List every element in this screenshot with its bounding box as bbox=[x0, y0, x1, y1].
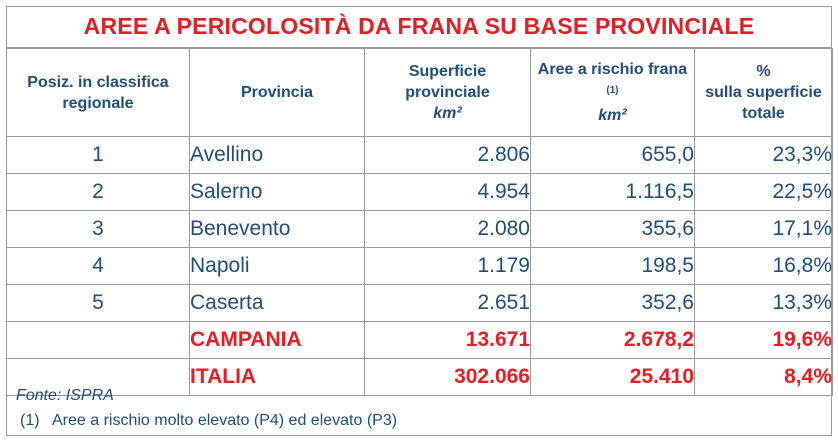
header-risk: Aree a rischio frana (1) km² bbox=[530, 48, 695, 137]
table-row: 3 Benevento 2.080 355,6 17,1% bbox=[6, 210, 833, 248]
percentage-cell: 13,3% bbox=[694, 284, 833, 322]
rank-cell bbox=[6, 358, 190, 396]
rank-cell: 2 bbox=[6, 173, 190, 211]
surface-cell: 4.954 bbox=[364, 173, 531, 211]
landslide-risk-table: Posiz. in classifica regionale Provincia… bbox=[6, 48, 833, 396]
risk-cell: 25.410 bbox=[530, 358, 695, 396]
risk-cell: 352,6 bbox=[530, 284, 695, 322]
province-cell: Caserta bbox=[189, 284, 365, 322]
percentage-cell: 19,6% bbox=[694, 321, 833, 359]
province-cell: Napoli bbox=[189, 247, 365, 285]
risk-note-ref: (1) bbox=[606, 84, 619, 96]
surface-cell: 1.179 bbox=[364, 247, 531, 285]
header-percentage: % sulla superficie totale bbox=[694, 48, 833, 137]
percentage-cell: 16,8% bbox=[694, 247, 833, 285]
province-cell: Salerno bbox=[189, 173, 365, 211]
risk-cell: 355,6 bbox=[530, 210, 695, 248]
table-row: 1 Avellino 2.806 655,0 23,3% bbox=[6, 136, 833, 174]
footnote-number: (1) bbox=[20, 412, 40, 429]
percentage-cell: 23,3% bbox=[694, 136, 833, 174]
table-footer: Fonte: ISPRA (1) Aree a rischio molto el… bbox=[6, 383, 832, 436]
surface-cell: 13.671 bbox=[364, 321, 531, 359]
risk-cell: 198,5 bbox=[530, 247, 695, 285]
total-row-italia: ITALIA 302.066 25.410 8,4% bbox=[6, 358, 833, 396]
percentage-cell: 17,1% bbox=[694, 210, 833, 248]
table-row: 5 Caserta 2.651 352,6 13,3% bbox=[6, 284, 833, 322]
rank-cell: 3 bbox=[6, 210, 190, 248]
risk-cell: 1.116,5 bbox=[530, 173, 695, 211]
total-row-campania: CAMPANIA 13.671 2.678,2 19,6% bbox=[6, 321, 833, 359]
surface-unit: km² bbox=[433, 105, 462, 122]
percentage-cell: 22,5% bbox=[694, 173, 833, 211]
province-cell: Benevento bbox=[189, 210, 365, 248]
rank-cell: 1 bbox=[6, 136, 190, 174]
table-row: 4 Napoli 1.179 198,5 16,8% bbox=[6, 247, 833, 285]
surface-cell: 302.066 bbox=[364, 358, 531, 396]
province-cell: ITALIA bbox=[189, 358, 365, 396]
surface-cell: 2.651 bbox=[364, 284, 531, 322]
header-rank: Posiz. in classifica regionale bbox=[6, 48, 190, 137]
rank-cell bbox=[6, 321, 190, 359]
header-surface: Superficie provinciale km² bbox=[364, 48, 531, 137]
risk-cell: 655,0 bbox=[530, 136, 695, 174]
risk-unit: km² bbox=[598, 107, 627, 125]
risk-cell: 2.678,2 bbox=[530, 321, 695, 359]
province-cell: Avellino bbox=[189, 136, 365, 174]
header-province: Provincia bbox=[189, 48, 365, 137]
table-title: AREE A PERICOLOSITÀ DA FRANA SU BASE PRO… bbox=[6, 6, 832, 48]
footnote-text: Aree a rischio molto elevato (P4) ed ele… bbox=[52, 412, 398, 429]
table-row: 2 Salerno 4.954 1.116,5 22,5% bbox=[6, 173, 833, 211]
surface-cell: 2.806 bbox=[364, 136, 531, 174]
rank-cell: 4 bbox=[6, 247, 190, 285]
rank-cell: 5 bbox=[6, 284, 190, 322]
footnote: (1) Aree a rischio molto elevato (P4) ed… bbox=[20, 412, 398, 430]
header-row: Posiz. in classifica regionale Provincia… bbox=[6, 48, 833, 137]
province-cell: CAMPANIA bbox=[189, 321, 365, 359]
percentage-cell: 8,4% bbox=[694, 358, 833, 396]
source-note: Fonte: ISPRA bbox=[16, 387, 114, 404]
surface-cell: 2.080 bbox=[364, 210, 531, 248]
